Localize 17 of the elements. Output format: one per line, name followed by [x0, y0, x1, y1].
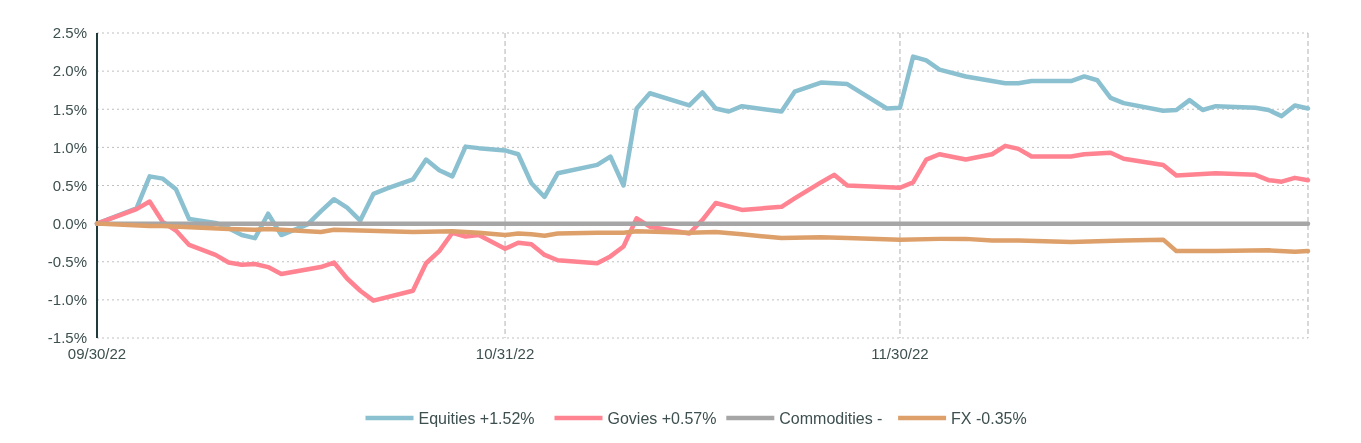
y-tick-label: -0.5%	[47, 253, 87, 270]
y-tick-label: 1.0%	[52, 138, 87, 156]
legend-label: Equities +1.52%	[418, 409, 535, 427]
y-tick-label: -1.5%	[47, 329, 87, 347]
x-tick-label: 09/30/22	[67, 345, 127, 362]
line-series	[94, 221, 1311, 255]
y-tick-label: -1.0%	[47, 291, 87, 309]
legend-label: Govies +0.57%	[607, 409, 717, 427]
legend-label: Commodities -	[779, 409, 883, 427]
y-tick-label: 0.5%	[52, 176, 87, 194]
legend-label: FX -0.35%	[951, 409, 1027, 427]
y-tick-label: 2.5%	[52, 24, 87, 42]
y-tick-label: 0.0%	[52, 214, 87, 232]
y-tick-label: 2.0%	[52, 62, 87, 80]
x-tick-label: 10/31/22	[475, 345, 535, 362]
x-tick-label: 11/30/22	[871, 345, 929, 362]
y-tick-label: 1.5%	[52, 100, 87, 118]
